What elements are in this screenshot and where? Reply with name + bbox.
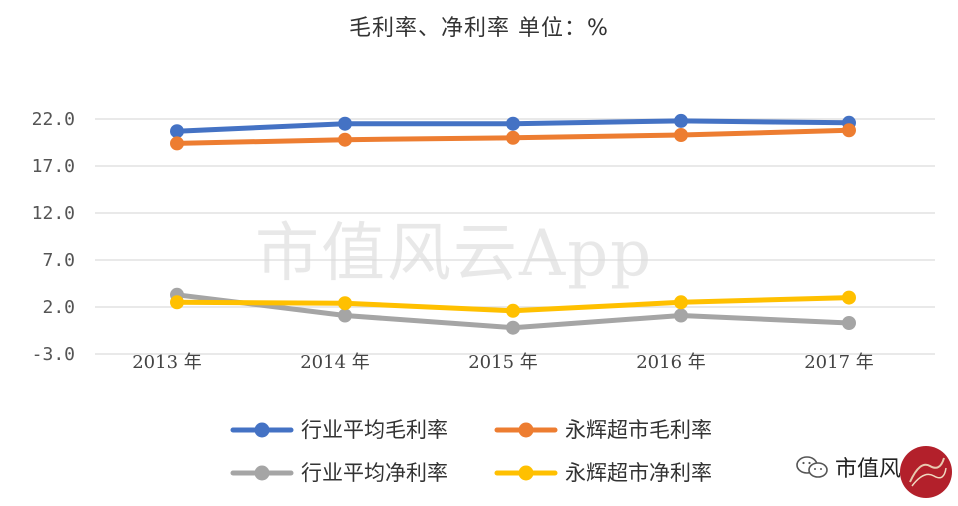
data-point	[338, 116, 352, 131]
data-point	[506, 130, 520, 145]
x-axis-ticks: 2013 年 2014 年 2015 年 2016 年 2017 年	[132, 352, 874, 373]
data-point	[338, 132, 352, 147]
red-circle-logo	[900, 446, 952, 498]
chat-bubbles-icon	[796, 456, 828, 478]
data-point	[506, 116, 520, 131]
legend-swatch-marker	[254, 465, 270, 481]
data-point	[170, 136, 184, 151]
legend-label: 行业平均净利率	[301, 461, 448, 485]
y-tick-label: -3.0	[32, 344, 75, 365]
data-point	[506, 320, 520, 335]
legend-swatch-marker	[518, 465, 534, 481]
series-lines	[170, 113, 856, 335]
x-tick-label: 2016 年	[636, 352, 706, 373]
x-tick-label: 2017 年	[804, 352, 874, 373]
legend-label: 永辉超市毛利率	[565, 418, 712, 442]
x-tick-label: 2015 年	[468, 352, 538, 373]
data-point	[338, 296, 352, 311]
y-axis-ticks: 22.0 17.0 12.0 7.0 2.0 -3.0	[32, 109, 75, 365]
x-tick-label: 2014 年	[300, 352, 370, 373]
y-tick-label: 2.0	[42, 297, 75, 318]
legend-swatch-marker	[518, 422, 534, 438]
legend-swatch-marker	[254, 422, 270, 438]
y-tick-label: 12.0	[32, 203, 75, 224]
x-tick-label: 2013 年	[132, 352, 202, 373]
data-point	[674, 308, 688, 323]
data-point	[842, 290, 856, 305]
data-point	[170, 124, 184, 139]
legend-label: 行业平均毛利率	[301, 418, 448, 442]
data-point	[674, 128, 688, 142]
y-tick-label: 22.0	[32, 109, 75, 130]
data-point	[674, 295, 688, 310]
legend-label: 永辉超市净利率	[565, 461, 712, 485]
chart-title: 毛利率、净利率 单位：%	[349, 16, 609, 41]
data-point	[506, 303, 520, 318]
y-tick-label: 7.0	[42, 250, 75, 271]
data-point	[338, 308, 352, 323]
data-point	[170, 295, 184, 310]
data-point	[842, 123, 856, 138]
y-tick-label: 17.0	[32, 156, 75, 177]
data-point	[674, 113, 688, 128]
data-point	[842, 316, 856, 330]
